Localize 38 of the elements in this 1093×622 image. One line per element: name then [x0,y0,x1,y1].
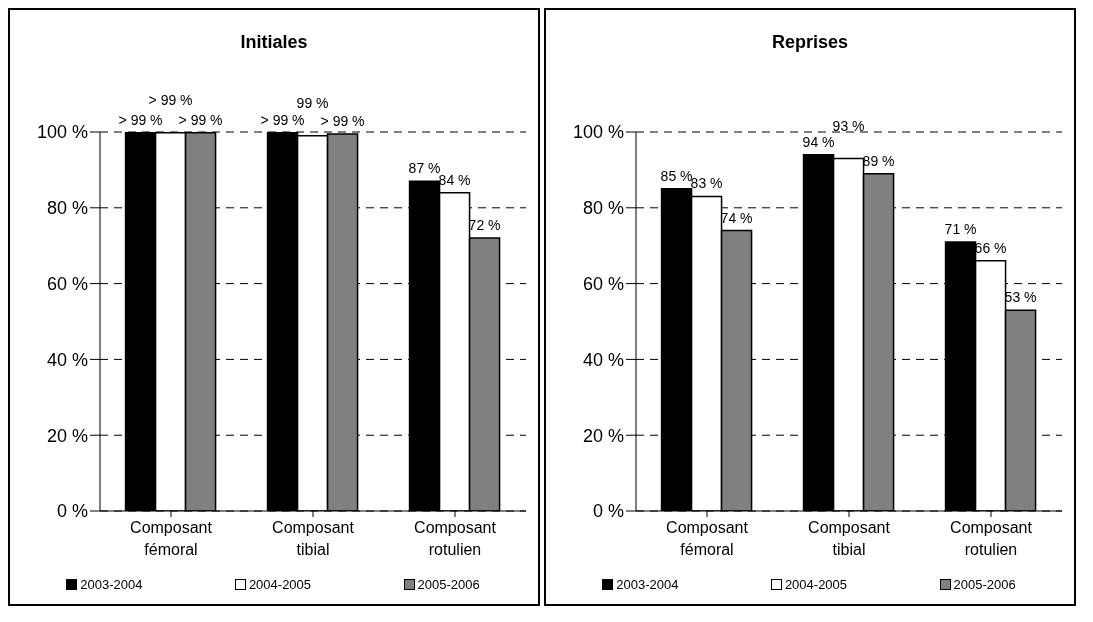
legend-label: 2003-2004 [79,577,143,592]
chart-title: Reprises [770,32,849,54]
data-label: 74 % [720,209,753,226]
data-label: 94 % [802,133,835,150]
y-tick-label: 20 % [46,425,88,446]
chart-title: Initiales [239,32,309,54]
y-tick-label: 80 % [582,198,624,219]
x-tick-label: Composant tibial [272,519,355,558]
x-tick-label: Composant rotulien [414,519,497,558]
y-tick-label: 80 % [46,198,88,219]
y-tick-label: 100 % [572,122,624,143]
y-tick-label: 20 % [582,425,624,446]
data-label: > 99 % [178,111,223,128]
data-label: 99 % [296,94,329,111]
y-tick-label: 60 % [582,273,624,294]
x-tick-label: Composant rotulien [950,519,1033,558]
legend-label: 2005-2006 [416,577,480,592]
data-label: 71 % [944,220,977,237]
x-tick-label: Composant fémoral [130,519,213,558]
legend-label: 2004-2005 [783,577,848,592]
data-label: > 99 % [148,91,193,108]
data-label: 93 % [832,117,865,134]
legend-label: 2003-2004 [615,577,679,592]
legend-label: 2004-2005 [247,577,312,592]
data-label: > 99 % [260,111,305,128]
y-tick-label: 0 % [592,501,624,522]
x-tick-label: Composant tibial [808,519,891,558]
x-tick-label: Composant fémoral [666,519,749,558]
y-tick-label: 40 % [582,349,624,370]
data-label: 72 % [468,217,501,234]
y-tick-label: 0 % [56,501,88,522]
data-label: 53 % [1004,289,1037,306]
y-tick-label: 40 % [46,349,88,370]
y-tick-label: 60 % [46,273,88,294]
data-label: > 99 % [118,111,163,128]
y-tick-label: 100 % [36,122,88,143]
data-label: > 99 % [320,112,365,129]
legend-label: 2005-2006 [952,577,1016,592]
